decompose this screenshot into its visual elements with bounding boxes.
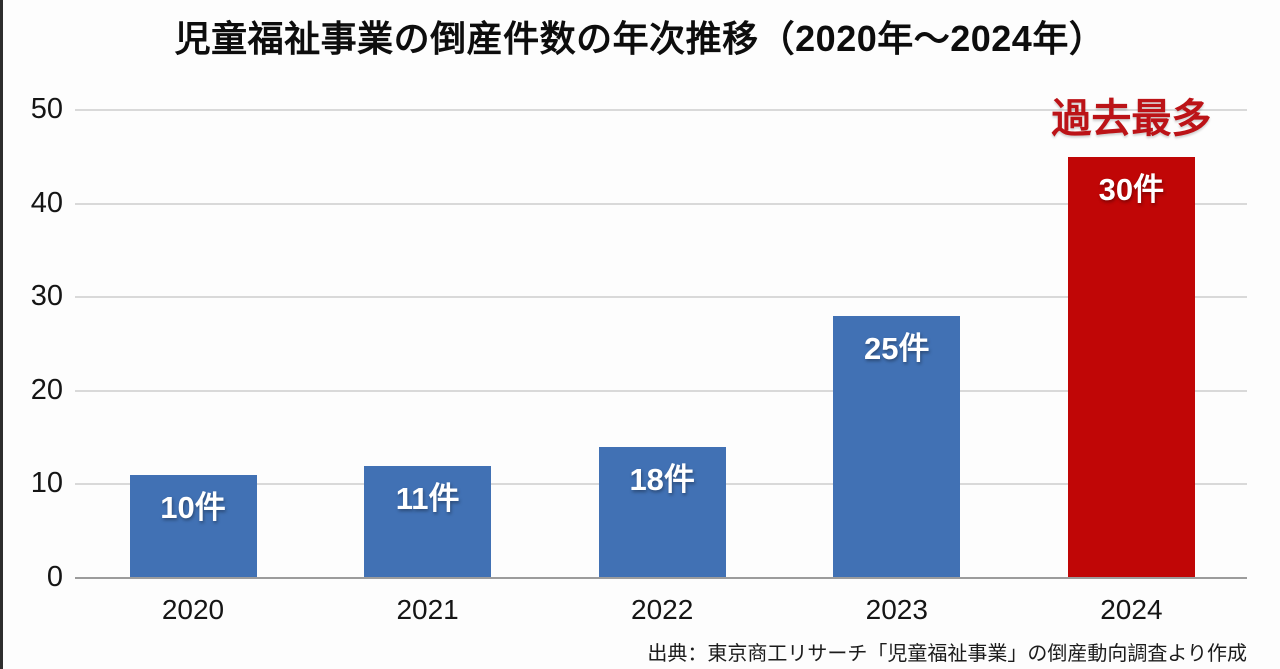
x-axis-label-2022: 2022: [631, 594, 694, 625]
gridline-30: [75, 296, 1247, 299]
chart-title: 児童福祉事業の倒産件数の年次推移（2020年〜2024年）: [174, 18, 1106, 59]
gridline-50: [75, 109, 1247, 111]
bar-value-label-2020: 10件: [160, 490, 226, 526]
bar-value-label-2023: 25件: [864, 330, 930, 366]
y-axis-tick-40: 40: [30, 186, 63, 219]
y-axis-tick-0: 0: [46, 560, 63, 593]
plot-area: 0 10 20 30 40 50 10件 2020 11件 2021 18件 2022 25件 2023 3…: [31, 94, 1247, 624]
y-axis-tick-20: 20: [30, 373, 63, 406]
bar-2020: 10件: [129, 475, 257, 578]
bar-2021: 11件: [364, 465, 492, 578]
bar-2022: 18件: [598, 446, 726, 578]
gridline-20: [75, 389, 1247, 392]
x-axis-baseline: [75, 577, 1247, 579]
record-high-annotation: 過去最多: [1051, 96, 1212, 141]
x-axis-label-2024: 2024: [1100, 594, 1163, 625]
bar-2023: 25件: [833, 315, 961, 578]
y-axis-tick-50: 50: [30, 92, 63, 125]
left-border-line: [0, 0, 3, 669]
source-caption: 出典：東京商工リサーチ「児童福祉事業」の倒産動向調査より作成: [647, 643, 1247, 665]
y-axis-tick-10: 10: [30, 467, 63, 500]
x-axis-label-2023: 2023: [865, 594, 928, 625]
bar-value-label-2021: 11件: [395, 480, 460, 516]
y-axis-tick-30: 30: [30, 280, 63, 313]
bar-value-label-2024: 30件: [1098, 171, 1165, 207]
bar-2024: 30件: [1067, 156, 1195, 578]
x-axis-label-2021: 2021: [396, 594, 459, 625]
x-axis-label-2020: 2020: [161, 594, 225, 625]
bar-value-label-2022: 18件: [629, 461, 695, 497]
gridline-40: [75, 202, 1247, 205]
